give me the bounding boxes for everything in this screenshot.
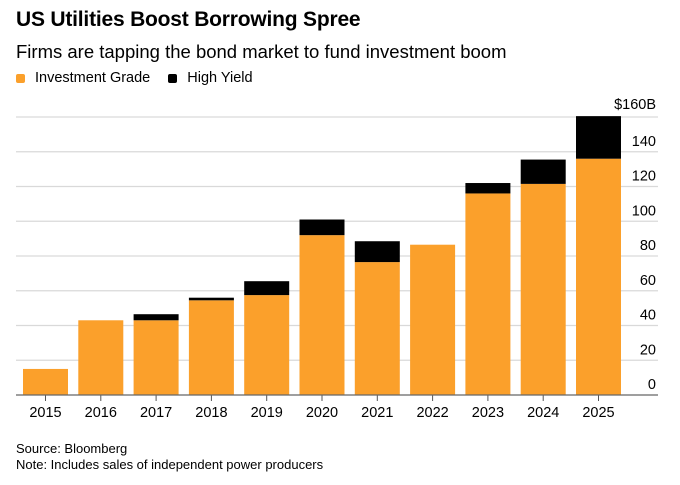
x-axis-labels: 2015 2016 2017 2018 2019 2020 2021 2022 2023 2024… <box>29 405 614 421</box>
source-note: Source: Bloomberg <box>16 441 128 456</box>
legend-item-high-yield: High Yield <box>168 70 253 86</box>
y-tick-label: 40 <box>640 308 656 324</box>
bar-investment-grade <box>299 235 345 395</box>
bar-investment-grade <box>465 193 511 395</box>
bar-investment-grade <box>354 262 400 395</box>
bar-high-yield <box>299 219 345 236</box>
footer: Source: Bloomberg Note: Includes sales o… <box>16 441 323 473</box>
bar-high-yield <box>576 116 621 159</box>
y-tick-label: 20 <box>640 342 656 358</box>
x-tick-label: 2023 <box>472 405 504 421</box>
bar-high-yield <box>188 297 234 301</box>
bar-investment-grade <box>576 158 621 395</box>
legend-item-investment-grade: Investment Grade <box>16 70 150 86</box>
x-tick-label: 2018 <box>195 405 227 421</box>
x-tick-label: 2020 <box>306 405 338 421</box>
legend-swatch-investment-grade <box>16 73 25 83</box>
bar-high-yield <box>133 314 179 321</box>
bar-high-yield <box>244 281 290 296</box>
y-tick-label: 120 <box>632 169 656 185</box>
x-tick-label: 2015 <box>29 405 61 421</box>
bar-investment-grade <box>23 368 68 395</box>
y-tick-label: 80 <box>640 238 656 254</box>
bar-investment-grade <box>78 320 124 395</box>
x-tick-label: 2021 <box>361 405 393 421</box>
bar-investment-grade <box>244 295 290 395</box>
bar-high-yield <box>354 241 400 263</box>
chart-title: US Utilities Boost Borrowing Spree <box>16 8 361 31</box>
y-tick-label: $160B <box>614 97 656 113</box>
y-axis-labels: 0 20 40 60 80 100 120 140 $160B <box>614 97 656 393</box>
x-tick-label: 2016 <box>85 405 117 421</box>
legend: Investment Grade High Yield <box>16 70 271 86</box>
bars <box>23 116 621 395</box>
y-tick-label: 140 <box>632 134 656 150</box>
bar-investment-grade <box>188 300 234 395</box>
bar-investment-grade <box>410 244 456 395</box>
x-tick-label: 2019 <box>251 405 283 421</box>
bar-high-yield <box>465 183 511 194</box>
x-tick-label: 2025 <box>582 405 614 421</box>
x-tick-label: 2017 <box>140 405 172 421</box>
x-tick-label: 2024 <box>527 405 559 421</box>
y-tick-label: 100 <box>632 203 656 219</box>
y-tick-label: 60 <box>640 273 656 289</box>
legend-swatch-high-yield <box>168 73 178 83</box>
x-axis <box>16 394 658 401</box>
x-tick-label: 2022 <box>416 405 448 421</box>
legend-label-high-yield: High Yield <box>187 70 253 86</box>
bar-investment-grade <box>133 320 179 395</box>
footnote: Note: Includes sales of independent powe… <box>16 457 324 472</box>
bar-investment-grade <box>520 183 566 395</box>
bar-high-yield <box>520 159 566 184</box>
y-tick-label: 0 <box>648 377 656 393</box>
chart-subtitle: Firms are tapping the bond market to fun… <box>16 41 507 62</box>
legend-label-investment-grade: Investment Grade <box>35 70 151 86</box>
